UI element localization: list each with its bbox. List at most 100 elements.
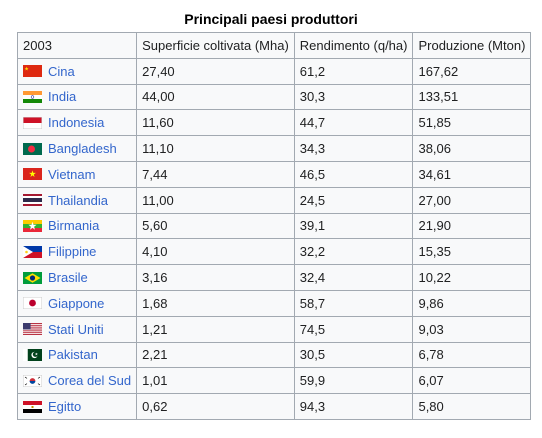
- table-row: Pakistan 2,21 30,5 6,78: [16, 341, 532, 369]
- country-cell: Indonesia: [16, 109, 138, 137]
- production-cell: 6,78: [412, 341, 532, 369]
- philippines-flag-icon: [23, 245, 42, 258]
- country-link[interactable]: Bangladesh: [48, 141, 117, 157]
- country-link[interactable]: Brasile: [48, 270, 88, 286]
- table-row: Filippine 4,10 32,2 15,35: [16, 238, 532, 266]
- japan-flag-icon: [23, 297, 42, 310]
- country-link[interactable]: India: [48, 89, 77, 105]
- production-cell: 5,80: [412, 393, 532, 420]
- table-row: Cina 27,40 61,2 167,62: [16, 57, 532, 85]
- yield-cell: 32,2: [293, 238, 414, 266]
- thailand-flag-icon: [23, 194, 42, 207]
- table-row: India 44,00 30,3 133,51: [16, 83, 532, 111]
- production-cell: 167,62: [412, 57, 532, 85]
- vietnam-flag-icon: [23, 168, 42, 181]
- brazil-flag-icon: [23, 271, 42, 284]
- table-row: Stati Uniti 1,21 74,5 9,03: [16, 315, 532, 343]
- production-cell: 21,90: [412, 212, 532, 240]
- south-korea-flag-icon: [23, 374, 42, 387]
- area-cell: 3,16: [136, 264, 295, 291]
- yield-cell: 24,5: [293, 186, 414, 214]
- area-cell: 11,60: [136, 109, 295, 137]
- header-yield: Rendimento (q/ha): [293, 32, 414, 59]
- table-row: Brasile 3,16 32,4 10,22: [16, 264, 532, 291]
- country-link[interactable]: Stati Uniti: [48, 321, 104, 337]
- table-row: Egitto 0,62 94,3 5,80: [16, 393, 532, 420]
- country-link[interactable]: Thailandia: [48, 192, 108, 208]
- area-cell: 11,00: [136, 186, 295, 214]
- yield-cell: 74,5: [293, 315, 414, 343]
- area-cell: 2,21: [136, 341, 295, 369]
- country-cell: Egitto: [16, 393, 138, 420]
- yield-cell: 34,3: [293, 135, 414, 162]
- area-cell: 11,10: [136, 135, 295, 162]
- country-cell: India: [16, 83, 138, 111]
- country-cell: Birmania: [16, 212, 138, 240]
- country-link[interactable]: Birmania: [48, 218, 100, 234]
- area-cell: 44,00: [136, 83, 295, 111]
- header-area: Superficie coltivata (Mha): [136, 32, 295, 59]
- production-cell: 10,22: [412, 264, 532, 291]
- area-cell: 1,21: [136, 315, 295, 343]
- production-cell: 9,86: [412, 289, 532, 317]
- country-cell: Vietnam: [16, 160, 138, 188]
- table-row: Vietnam 7,44 46,5 34,61: [16, 160, 532, 188]
- production-cell: 51,85: [412, 109, 532, 137]
- country-cell: Stati Uniti: [16, 315, 138, 343]
- production-cell: 38,06: [412, 135, 532, 162]
- country-cell: Brasile: [16, 264, 138, 291]
- yield-cell: 46,5: [293, 160, 414, 188]
- production-cell: 27,00: [412, 186, 532, 214]
- india-flag-icon: [23, 90, 42, 103]
- header-year: 2003: [16, 32, 138, 59]
- country-cell: Filippine: [16, 238, 138, 266]
- egypt-flag-icon: [23, 400, 42, 413]
- country-cell: Thailandia: [16, 186, 138, 214]
- production-cell: 9,03: [412, 315, 532, 343]
- production-cell: 15,35: [412, 238, 532, 266]
- china-flag-icon: [23, 65, 42, 78]
- table-caption: Principali paesi produttori: [184, 11, 358, 27]
- country-cell: Pakistan: [16, 341, 138, 369]
- area-cell: 5,60: [136, 212, 295, 240]
- header-row: 2003 Superficie coltivata (Mha) Rendimen…: [16, 32, 532, 59]
- country-link[interactable]: Pakistan: [48, 347, 98, 363]
- country-cell: Bangladesh: [16, 135, 138, 162]
- country-link[interactable]: Filippine: [48, 244, 97, 260]
- area-cell: 27,40: [136, 57, 295, 85]
- country-link[interactable]: Vietnam: [48, 166, 96, 182]
- header-production: Produzione (Mton): [412, 32, 532, 59]
- yield-cell: 61,2: [293, 57, 414, 85]
- yield-cell: 30,3: [293, 83, 414, 111]
- bangladesh-flag-icon: [23, 142, 42, 155]
- yield-cell: 30,5: [293, 341, 414, 369]
- yield-cell: 58,7: [293, 289, 414, 317]
- country-link[interactable]: Corea del Sud: [48, 373, 132, 389]
- table-row: Birmania 5,60 39,1 21,90: [16, 212, 532, 240]
- table-row: Bangladesh 11,10 34,3 38,06: [16, 135, 532, 162]
- table-row: Corea del Sud 1,01 59,9 6,07: [16, 367, 532, 395]
- table-row: Thailandia 11,00 24,5 27,00: [16, 186, 532, 214]
- yield-cell: 39,1: [293, 212, 414, 240]
- country-link[interactable]: Cina: [48, 63, 75, 79]
- usa-flag-icon: [23, 323, 42, 336]
- country-link[interactable]: Egitto: [48, 399, 82, 415]
- country-link[interactable]: Giappone: [48, 295, 105, 311]
- production-cell: 133,51: [412, 83, 532, 111]
- yield-cell: 44,7: [293, 109, 414, 137]
- country-cell: Giappone: [16, 289, 138, 317]
- country-cell: Corea del Sud: [16, 367, 138, 395]
- indonesia-flag-icon: [23, 116, 42, 129]
- production-cell: 6,07: [412, 367, 532, 395]
- country-link[interactable]: Indonesia: [48, 115, 105, 131]
- area-cell: 7,44: [136, 160, 295, 188]
- area-cell: 4,10: [136, 238, 295, 266]
- production-cell: 34,61: [412, 160, 532, 188]
- table-row: Giappone 1,68 58,7 9,86: [16, 289, 532, 317]
- area-cell: 0,62: [136, 393, 295, 420]
- table-row: Indonesia 11,60 44,7 51,85: [16, 109, 532, 137]
- country-cell: Cina: [16, 57, 138, 85]
- pakistan-flag-icon: [23, 348, 42, 361]
- rice-producers-table: 2003 Superficie coltivata (Mha) Rendimen…: [16, 32, 532, 420]
- area-cell: 1,68: [136, 289, 295, 317]
